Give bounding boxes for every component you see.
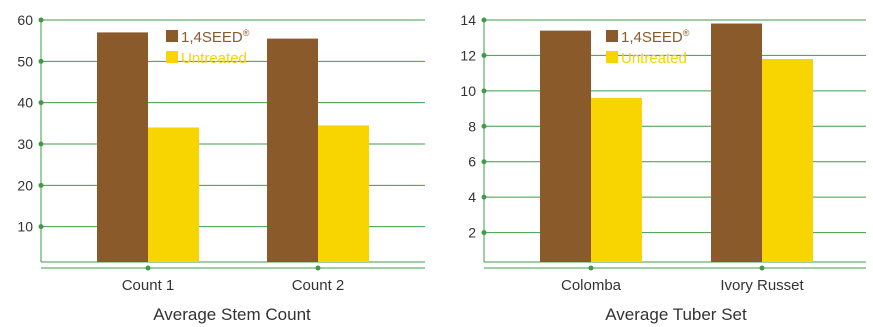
stem-y-tick-label: 60 bbox=[17, 12, 33, 28]
tuber-y-tick-label: 10 bbox=[460, 83, 476, 99]
stem-tick-dot bbox=[38, 224, 44, 230]
tuber-category-label: Colomba bbox=[561, 277, 622, 294]
tuber-legend-swatch bbox=[606, 30, 618, 42]
tuber-legend-label: 1,4SEED® bbox=[621, 28, 690, 46]
stem-legend-label: Untreated bbox=[181, 50, 247, 67]
tuber-tick-dot bbox=[481, 123, 487, 129]
stem-bar-seed bbox=[267, 38, 318, 262]
stem-tick-dot bbox=[38, 182, 44, 188]
stem-y-tick-label: 50 bbox=[17, 53, 33, 69]
tuber-chart-title: Average Tuber Set bbox=[605, 305, 747, 324]
stem-chart-title: Average Stem Count bbox=[153, 305, 311, 324]
tuber-tick-dot bbox=[481, 88, 487, 94]
tuber-tick-dot bbox=[481, 194, 487, 200]
stem-x-tick-dot bbox=[145, 265, 151, 271]
stem-y-tick-label: 20 bbox=[17, 177, 33, 193]
tuber-legend-swatch bbox=[606, 51, 618, 63]
stem-legend-swatch bbox=[166, 30, 178, 42]
tuber-bar-seed bbox=[540, 30, 591, 262]
tuber-y-tick-label: 14 bbox=[460, 12, 476, 28]
tuber-category-label: Ivory Russet bbox=[720, 277, 804, 294]
tuber-tick-dot bbox=[481, 159, 487, 165]
stem-x-tick-dot bbox=[315, 265, 321, 271]
stem-category-label: Count 1 bbox=[122, 277, 175, 294]
tuber-tick-dot bbox=[481, 230, 487, 236]
stem-bar-untreated bbox=[148, 127, 199, 262]
tuber-x-tick-dot bbox=[588, 265, 594, 271]
stem-tick-dot bbox=[38, 17, 44, 23]
tuber-x-tick-dot bbox=[759, 265, 765, 271]
tuber-bar-untreated bbox=[591, 97, 642, 262]
tuber-legend-label: Untreated bbox=[621, 50, 687, 67]
stem-category-label: Count 2 bbox=[292, 277, 345, 294]
tuber-y-tick-label: 6 bbox=[468, 154, 476, 170]
stem-y-tick-label: 10 bbox=[17, 219, 33, 235]
stem-tick-dot bbox=[38, 58, 44, 64]
tuber-y-tick-label: 8 bbox=[468, 118, 476, 134]
tuber-y-tick-label: 4 bbox=[468, 189, 476, 205]
tuber-tick-dot bbox=[481, 17, 487, 23]
stem-bar-seed bbox=[97, 32, 148, 263]
tuber-bar-untreated bbox=[762, 58, 813, 262]
tuber-bar-seed bbox=[711, 23, 762, 262]
tuber-tick-dot bbox=[481, 52, 487, 58]
stem-legend-swatch bbox=[166, 51, 178, 63]
stem-tick-dot bbox=[38, 141, 44, 147]
stem-legend-label: 1,4SEED® bbox=[181, 28, 250, 46]
stem-tick-dot bbox=[38, 100, 44, 106]
stem-y-tick-label: 30 bbox=[17, 136, 33, 152]
stem-bar-untreated bbox=[318, 125, 369, 263]
stem-y-tick-label: 40 bbox=[17, 95, 33, 111]
tuber-y-tick-label: 2 bbox=[468, 225, 476, 241]
tuber-y-tick-label: 12 bbox=[460, 47, 476, 63]
